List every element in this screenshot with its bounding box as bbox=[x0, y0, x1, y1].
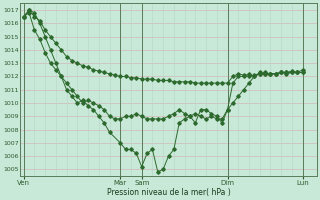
X-axis label: Pression niveau de la mer( hPa ): Pression niveau de la mer( hPa ) bbox=[107, 188, 230, 197]
